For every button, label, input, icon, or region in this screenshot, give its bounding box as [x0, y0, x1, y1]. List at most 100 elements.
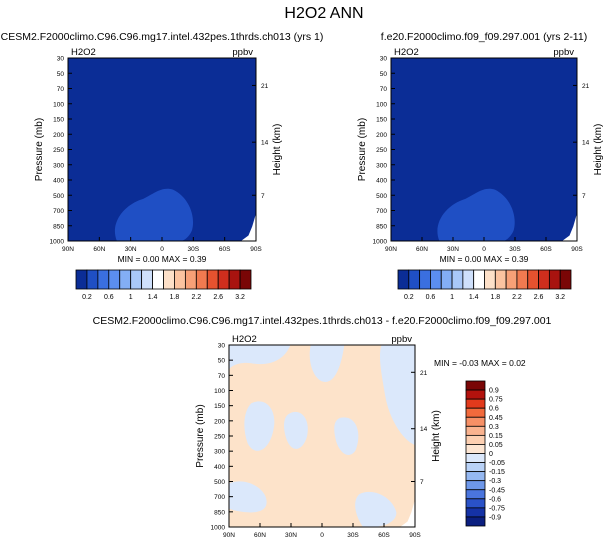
y-tick-label: 50 — [218, 358, 226, 365]
units-label: ppbv — [391, 334, 412, 345]
x-tick-label: 0 — [482, 246, 486, 253]
colorbar: 0.2 0.6 1 1.4 1.8 2.2 2.6 3.2 — [75, 269, 252, 301]
colorbar-label: 2.2 — [512, 294, 522, 301]
colorbar-label: 0.6 — [104, 294, 114, 301]
y-tick-label: 850 — [214, 509, 225, 516]
units-label: ppbv — [553, 47, 574, 58]
colorbar-box — [184, 269, 197, 290]
y-tick-label: 300 — [376, 162, 387, 169]
field-region-medium — [437, 188, 515, 241]
y2-tick-label: 7 — [582, 193, 586, 200]
colorbar: 0.2 0.6 1 1.4 1.8 2.2 2.6 3.2 — [397, 269, 572, 301]
y-tick-label: 850 — [53, 223, 64, 230]
colorbar-box — [97, 269, 110, 290]
field-region-negative-2 — [309, 345, 345, 382]
colorbar-box — [430, 269, 442, 290]
colorbar-label: 2.6 — [534, 294, 544, 301]
colorbar-label: 0.2 — [404, 294, 414, 301]
y2-axis-label: Height (km) — [272, 124, 283, 176]
colorbar-label: -0.3 — [489, 478, 501, 485]
colorbar-box — [548, 269, 561, 290]
figure-title: H2O2 ANN — [284, 5, 363, 22]
y-tick-label: 400 — [214, 464, 225, 471]
y-tick-label: 100 — [53, 101, 64, 108]
y-tick-label: 500 — [53, 193, 64, 200]
colorbar-box — [451, 269, 464, 290]
colorbar-box — [465, 434, 486, 445]
variable-label: H2O2 — [394, 47, 419, 58]
variable-label: H2O2 — [71, 47, 96, 58]
colorbar-box — [397, 269, 410, 290]
y-tick-label: 500 — [376, 193, 387, 200]
colorbar-label: -0.15 — [489, 469, 505, 476]
colorbar-box — [559, 269, 572, 290]
colorbar: 0.9 0.75 0.6 0.45 0.3 0.15 0.05 0 -0.05 -0.15 -0.3… — [465, 380, 505, 527]
colorbar-box — [419, 269, 431, 290]
y2-tick-label: 14 — [261, 140, 269, 147]
colorbar-box — [465, 407, 486, 418]
colorbar-box — [130, 269, 143, 290]
colorbar-box — [119, 269, 132, 290]
colorbar-box — [473, 269, 485, 290]
y-tick-label: 100 — [376, 101, 387, 108]
panel-title: f.e20.F2000climo.f09_f09.297.001 (yrs 2-… — [381, 31, 587, 43]
x-tick-label: 0 — [320, 532, 324, 539]
colorbar-box — [465, 380, 486, 391]
x-tick-label: 90S — [571, 246, 583, 253]
colorbar-box — [217, 269, 230, 290]
colorbar-label: 0.6 — [426, 294, 436, 301]
stats-text: MIN = 0.00 MAX = 0.39 — [118, 254, 207, 264]
colorbar-label: -0.9 — [489, 514, 501, 521]
x-tick-label: 60S — [378, 532, 390, 539]
y-tick-label: 700 — [376, 208, 387, 215]
colorbar-box — [465, 398, 486, 409]
x-tick-label: 30N — [447, 246, 459, 253]
colorbar-box — [141, 269, 153, 290]
panels-group: CESM2.F2000climo.C96.C96.mg17.intel.432p… — [1, 31, 604, 539]
colorbar-box — [174, 269, 186, 290]
y-tick-label: 70 — [57, 86, 65, 93]
field-region-negative-8 — [355, 491, 397, 527]
field-region-negative-3 — [379, 345, 415, 446]
y2-tick-label: 21 — [582, 83, 590, 90]
colorbar-label: 0.75 — [489, 397, 503, 404]
y-tick-label: 1000 — [50, 239, 65, 246]
colorbar-label: 0.6 — [489, 406, 499, 413]
colorbar-box — [465, 471, 486, 482]
y2-tick-label: 7 — [420, 479, 424, 486]
colorbar-label: -0.05 — [489, 460, 505, 467]
y-tick-label: 300 — [53, 162, 64, 169]
y-axis-label: Pressure (mb) — [195, 404, 206, 467]
y-tick-label: 30 — [218, 343, 226, 350]
y-tick-label: 500 — [214, 479, 225, 486]
colorbar-box — [516, 269, 529, 290]
y-tick-label: 700 — [53, 208, 64, 215]
colorbar-box — [108, 269, 121, 290]
y-tick-label: 250 — [376, 147, 387, 154]
y-tick-label: 1000 — [211, 525, 226, 532]
x-tick-label: 60N — [93, 246, 105, 253]
colorbar-box — [195, 269, 208, 290]
y-tick-label: 150 — [53, 117, 64, 124]
colorbar-box — [465, 389, 486, 400]
colorbar-box — [465, 425, 486, 436]
colorbar-label: 1.4 — [148, 294, 158, 301]
colorbar-box — [465, 416, 486, 427]
colorbar-box — [465, 489, 486, 500]
colorbar-box — [465, 480, 486, 491]
x-tick-label: 30S — [188, 246, 200, 253]
y-tick-label: 200 — [53, 132, 64, 139]
x-tick-label: 90N — [62, 246, 74, 253]
colorbar-label: -0.6 — [489, 496, 501, 503]
colorbar-box — [465, 462, 486, 473]
colorbar-label: 1 — [129, 294, 133, 301]
colorbar-box — [527, 269, 539, 290]
y2-tick-label: 21 — [261, 83, 269, 90]
y-tick-label: 50 — [57, 71, 65, 78]
colorbar-label: 0.15 — [489, 433, 503, 440]
y-tick-label: 700 — [214, 494, 225, 501]
y-tick-label: 1000 — [373, 239, 388, 246]
x-tick-label: 90N — [223, 532, 235, 539]
x-tick-label: 30N — [125, 246, 137, 253]
